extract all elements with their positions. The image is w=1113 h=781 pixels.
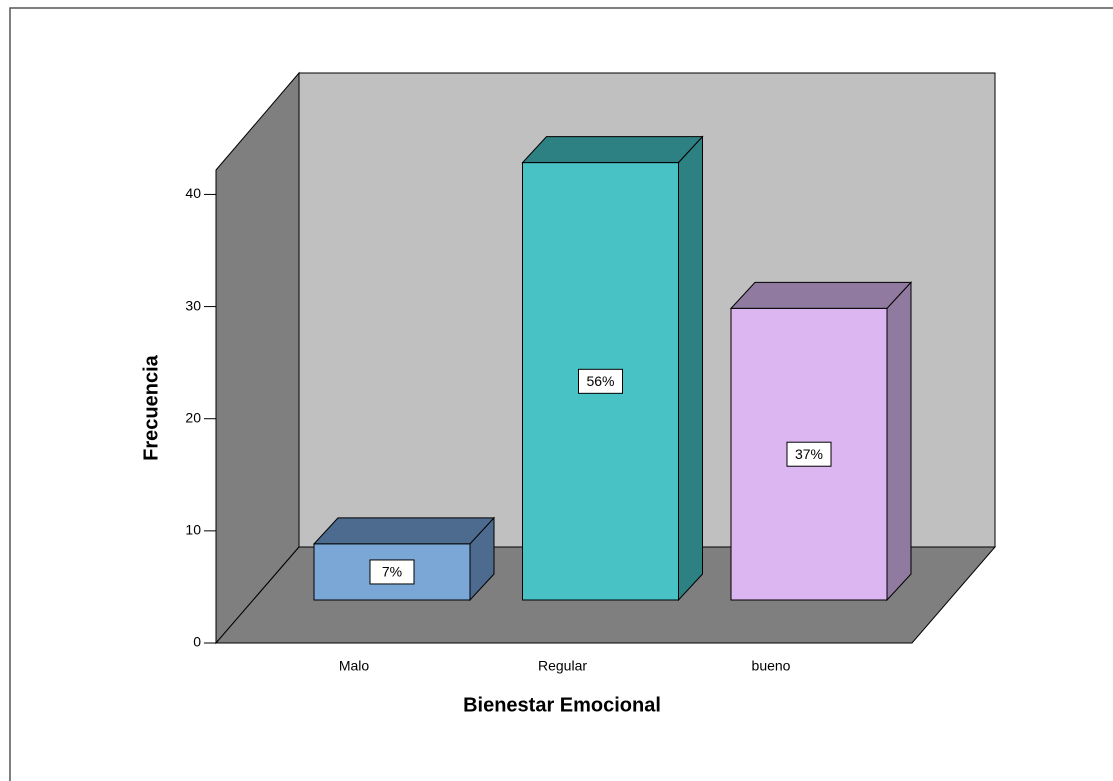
value-label: 7% [382, 564, 402, 580]
y-tick-label: 10 [185, 522, 201, 538]
bar-top [729, 281, 913, 309]
bar-top [312, 517, 496, 545]
bar-side [886, 281, 912, 602]
y-axis-label: Frecuencia [140, 354, 162, 460]
value-label: 37% [795, 446, 823, 462]
x-axis-label: Bienestar Emocional [463, 694, 661, 716]
y-tick-label: 20 [185, 409, 201, 425]
left-wall [215, 71, 300, 645]
x-tick-label: Malo [339, 658, 370, 674]
bar-side [678, 135, 703, 602]
value-label: 56% [586, 373, 614, 389]
y-tick-label: 0 [193, 634, 201, 650]
x-tick-label: Regular [538, 658, 587, 674]
value-label-box [578, 368, 623, 394]
value-label-box [369, 559, 415, 585]
value-label-box [786, 441, 832, 467]
y-tick-label: 30 [185, 297, 201, 313]
bar-top [521, 136, 704, 164]
x-tick-label: bueno [752, 658, 791, 674]
y-tick-label: 40 [185, 185, 201, 201]
